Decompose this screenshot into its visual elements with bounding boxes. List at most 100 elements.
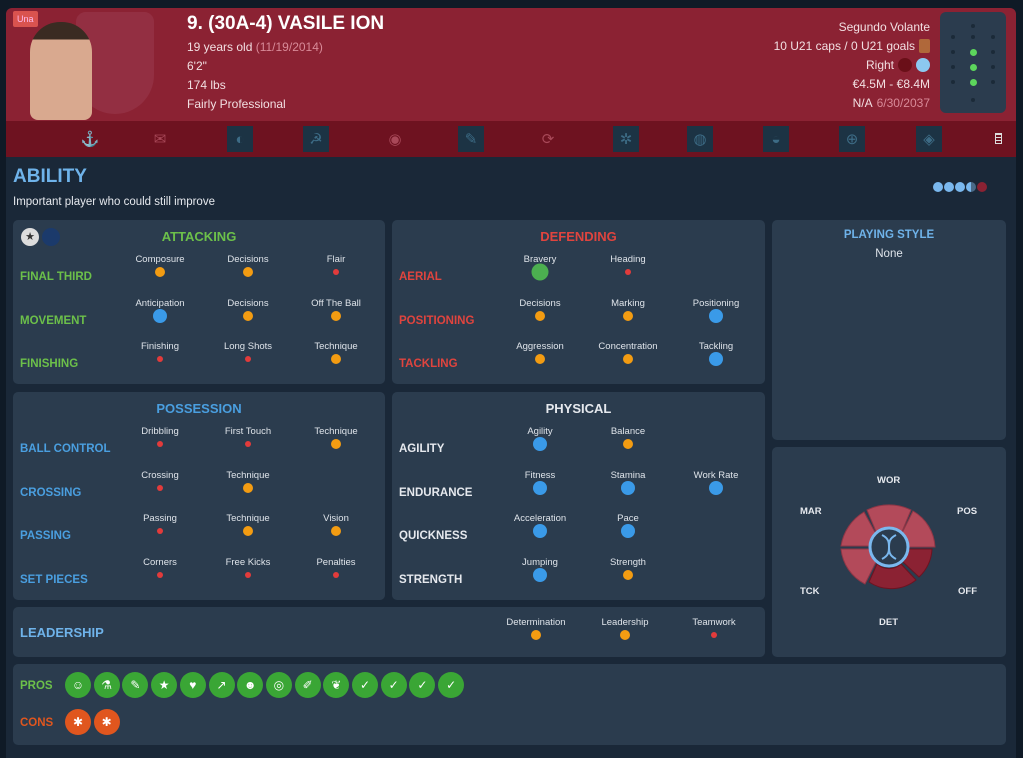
pro-trait-icon[interactable]: ♥ (179, 672, 206, 698)
attribute-rating-ok[interactable] (331, 354, 341, 364)
trait-badge-icon[interactable]: ☭ (303, 126, 329, 152)
trait-badge-icon[interactable]: ⚓ (80, 131, 100, 148)
row-label: CROSSING (20, 486, 82, 499)
player-position: Segundo Volante (838, 20, 930, 34)
attribute-rating-ok[interactable] (535, 310, 545, 321)
trait-badge-icon[interactable]: ◉ (388, 131, 402, 148)
attribute-name: Acceleration (513, 513, 567, 524)
pro-trait-icon[interactable]: ✓ (438, 672, 465, 698)
trait-badge-icon[interactable]: ◒ (763, 126, 789, 152)
attribute-name: Technique (226, 513, 270, 524)
attribute-rating-ok[interactable] (623, 439, 633, 449)
pro-trait-icon[interactable]: ⚗ (93, 672, 120, 698)
attribute-name: Tackling (698, 341, 734, 352)
trait-badge-icon[interactable]: ⊕ (839, 126, 865, 152)
defending-panel: DEFENDING AERIAL Bravery Heading POSITIONING… (392, 220, 765, 384)
attribute-rating-good[interactable] (153, 308, 167, 323)
attribute-name: Corners (143, 556, 177, 568)
pro-trait-icon[interactable]: ★ (151, 672, 178, 698)
attribute-rating-ok[interactable] (243, 482, 253, 493)
attribute-rating-good[interactable] (533, 480, 547, 495)
pro-trait-icon[interactable]: ◎ (265, 672, 292, 698)
attribute-name: Flair (326, 254, 346, 265)
trait-badge-icon[interactable]: ✎ (458, 126, 484, 152)
attribute-rating-great[interactable] (531, 263, 549, 281)
attribute-rating-ok[interactable] (331, 526, 341, 536)
pro-trait-icon[interactable]: ☻ (237, 672, 264, 698)
position-dot-active (970, 79, 977, 86)
attribute-rating-weak[interactable] (333, 571, 339, 578)
attribute-rating-good[interactable] (533, 567, 547, 582)
attribute-rating-good[interactable] (621, 480, 635, 495)
pro-trait-icon[interactable]: ✐ (294, 672, 321, 698)
attribute-rating-weak[interactable] (333, 269, 339, 275)
attribute-rating-good[interactable] (533, 524, 547, 538)
star-icon (933, 182, 943, 192)
attribute-name: Penalties (316, 556, 356, 568)
attribute-rating-ok[interactable] (531, 630, 541, 640)
trait-badge-icon[interactable]: ✉ (153, 131, 167, 148)
pro-trait-icon[interactable]: ❦ (323, 672, 350, 698)
attribute-name: Decisions (227, 297, 269, 309)
attribute-rating-weak[interactable] (245, 441, 251, 447)
list-icon[interactable] (995, 133, 1002, 144)
attribute-rating-ok[interactable] (623, 569, 633, 580)
attribute-rating-good[interactable] (709, 480, 723, 495)
attribute-rating-good[interactable] (709, 308, 723, 323)
attribute-rating-ok[interactable] (623, 354, 633, 364)
pro-trait-icon[interactable]: ↗ (208, 672, 235, 698)
attribute-name: Finishing (140, 341, 180, 352)
attribute-rating-weak[interactable] (157, 528, 163, 534)
attribute-name: Passing (143, 513, 177, 524)
trait-badge-icon[interactable]: ✲ (613, 126, 639, 152)
attribute-name: Aggression (516, 341, 564, 352)
attribute-name: Teamwork (692, 617, 736, 628)
attribute-rating-ok[interactable] (623, 310, 633, 321)
defending-title: DEFENDING (540, 229, 617, 244)
attribute-rating-good[interactable] (533, 437, 547, 451)
attribute-rating-ok[interactable] (243, 526, 253, 536)
pro-trait-icon[interactable]: ✓ (352, 672, 378, 698)
attribute-rating-ok[interactable] (243, 310, 253, 321)
trait-badge-icon[interactable]: ◈ (916, 126, 942, 152)
attribute-name: Technique (226, 469, 270, 481)
attribute-rating-ok[interactable] (155, 267, 165, 277)
trait-badge-icon[interactable]: ◐ (227, 126, 253, 152)
trait-badge-icon[interactable]: ◍ (687, 126, 713, 152)
trait-badge-icon[interactable]: ⟳ (541, 131, 555, 148)
attribute-rating-weak[interactable] (711, 632, 717, 638)
attribute-rating-weak[interactable] (245, 571, 251, 578)
star-player-icon: ★ (21, 228, 39, 246)
pro-trait-icon[interactable]: ☺ (65, 672, 91, 698)
attribute-name: Heading (610, 254, 646, 265)
attribute-rating-ok[interactable] (331, 439, 341, 449)
attribute-rating-weak[interactable] (157, 441, 163, 447)
row-label: QUICKNESS (399, 530, 468, 542)
row-label: POSITIONING (399, 314, 475, 327)
attribute-rating-weak[interactable] (625, 269, 631, 275)
attribute-name: Vision (323, 513, 349, 524)
row-label: TACKLING (399, 358, 458, 370)
con-trait-icon[interactable]: ✱ (93, 709, 120, 735)
attribute-rating-weak[interactable] (157, 356, 163, 362)
pro-trait-icon[interactable]: ✓ (409, 672, 436, 698)
left-boot-icon (898, 58, 912, 72)
attribute-rating-good[interactable] (621, 524, 635, 538)
attribute-rating-ok[interactable] (535, 354, 545, 364)
attribute-rating-ok[interactable] (331, 310, 341, 321)
con-trait-icon[interactable]: ✱ (65, 709, 91, 735)
attribute-rating-weak[interactable] (245, 356, 251, 362)
pro-trait-icon[interactable]: ✓ (380, 672, 407, 698)
ability-title: ABILITY (13, 166, 87, 187)
attribute-rating-good[interactable] (709, 352, 723, 366)
ability-stars (933, 182, 987, 192)
attribute-rating-weak[interactable] (157, 571, 163, 578)
pro-trait-icon[interactable]: ✎ (122, 672, 149, 698)
ability-description: Important player who could still improve (13, 196, 215, 208)
possession-title: POSSESSION (156, 401, 242, 416)
attribute-rating-weak[interactable] (157, 484, 163, 491)
pros-label: PROS (20, 680, 53, 692)
attribute-rating-ok[interactable] (620, 630, 630, 640)
attribute-name: Off The Ball (311, 297, 361, 309)
attribute-rating-ok[interactable] (243, 267, 253, 277)
